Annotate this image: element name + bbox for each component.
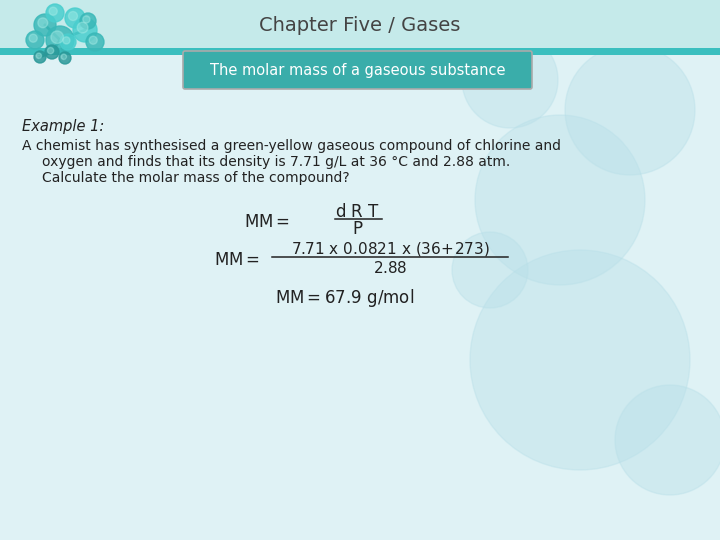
Text: oxygen and finds that its density is 7.71 g/L at 36 °C and 2.88 atm.: oxygen and finds that its density is 7.7… xyxy=(42,155,510,169)
Circle shape xyxy=(452,232,528,308)
Text: Example 1:: Example 1: xyxy=(22,119,104,134)
Circle shape xyxy=(34,51,46,63)
Circle shape xyxy=(89,36,97,44)
Circle shape xyxy=(462,32,558,128)
Circle shape xyxy=(470,250,690,470)
Bar xyxy=(0,0,720,55)
Text: $\mathrm{MM = 67.9\ g/mol}$: $\mathrm{MM = 67.9\ g/mol}$ xyxy=(276,287,415,309)
Circle shape xyxy=(73,18,97,42)
Circle shape xyxy=(565,45,695,175)
Text: The molar mass of a gaseous substance: The molar mass of a gaseous substance xyxy=(210,63,505,78)
Text: A chemist has synthesised a green-yellow gaseous compound of chlorine and: A chemist has synthesised a green-yellow… xyxy=(22,139,561,153)
Circle shape xyxy=(34,14,56,36)
Circle shape xyxy=(48,48,54,54)
Circle shape xyxy=(65,8,85,28)
Circle shape xyxy=(63,37,70,44)
Circle shape xyxy=(80,13,96,29)
Bar xyxy=(0,48,720,55)
Circle shape xyxy=(29,34,37,42)
Circle shape xyxy=(51,31,63,44)
Circle shape xyxy=(83,16,90,23)
Circle shape xyxy=(45,45,59,59)
Circle shape xyxy=(36,53,42,58)
Circle shape xyxy=(77,22,88,33)
Circle shape xyxy=(59,52,71,64)
Text: Calculate the molar mass of the compound?: Calculate the molar mass of the compound… xyxy=(42,171,350,185)
Text: $\mathrm{P}$: $\mathrm{P}$ xyxy=(352,220,364,238)
Circle shape xyxy=(61,54,66,59)
Text: $\mathrm{MM} =$: $\mathrm{MM} =$ xyxy=(244,213,290,231)
Circle shape xyxy=(46,4,64,22)
Text: $\mathrm{2.88}$: $\mathrm{2.88}$ xyxy=(373,260,408,276)
Circle shape xyxy=(86,33,104,51)
Circle shape xyxy=(475,115,645,285)
Text: $\mathrm{7.71\ x\ 0.0821\ x\ (36\!+\!273)}$: $\mathrm{7.71\ x\ 0.0821\ x\ (36\!+\!273… xyxy=(291,240,490,258)
Text: $\mathrm{MM} =$: $\mathrm{MM} =$ xyxy=(214,251,260,269)
Circle shape xyxy=(615,385,720,495)
Circle shape xyxy=(49,7,58,15)
Text: Chapter Five / Gases: Chapter Five / Gases xyxy=(259,16,461,35)
Circle shape xyxy=(38,18,48,28)
Circle shape xyxy=(46,26,74,54)
FancyBboxPatch shape xyxy=(183,51,532,89)
Text: $\mathrm{d\ R\ T}$: $\mathrm{d\ R\ T}$ xyxy=(336,203,381,221)
Circle shape xyxy=(26,31,44,49)
Circle shape xyxy=(60,34,76,50)
Circle shape xyxy=(68,11,78,21)
